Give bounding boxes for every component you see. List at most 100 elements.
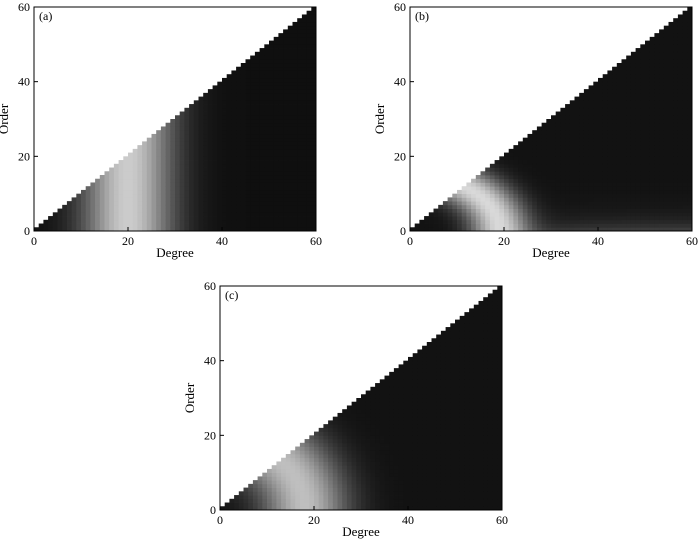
heatmap-cell — [301, 77, 307, 83]
heatmap-cell — [677, 92, 683, 97]
heatmap-cell — [231, 182, 237, 187]
heatmap-cell — [480, 189, 486, 195]
heatmap-cell — [222, 156, 228, 161]
heatmap-cell — [132, 216, 138, 221]
heatmap-cell — [318, 468, 324, 474]
heatmap-cell — [306, 145, 312, 150]
heatmap-cell — [301, 186, 307, 191]
heatmap-cell — [170, 122, 176, 127]
heatmap-cell — [297, 216, 303, 221]
heatmap-cell — [522, 197, 528, 202]
heatmap-cell — [546, 130, 552, 135]
heatmap-cell — [687, 219, 693, 224]
heatmap-cell — [677, 227, 683, 232]
heatmap-cell — [480, 219, 486, 224]
heatmap-cell — [184, 111, 190, 116]
heatmap-cell — [471, 223, 477, 228]
heatmap-cell — [408, 491, 414, 496]
heatmap-cell — [170, 133, 176, 139]
heatmap-cell — [450, 412, 456, 418]
heatmap-cell — [508, 216, 514, 221]
heatmap-cell — [217, 156, 223, 161]
heatmap-cell — [151, 160, 157, 165]
heatmap-cell — [356, 457, 362, 462]
heatmap-cell — [113, 201, 119, 206]
heatmap-cell — [66, 219, 72, 224]
heatmap-cell — [273, 193, 279, 198]
heatmap-cell — [574, 111, 580, 116]
heatmap-cell — [259, 167, 265, 172]
heatmap-cell — [245, 145, 251, 150]
heatmap-cell — [645, 152, 651, 157]
heatmap-cell — [583, 189, 589, 195]
heatmap-cell — [431, 483, 437, 488]
heatmap-cell — [323, 457, 329, 462]
heatmap-cell — [217, 92, 223, 97]
heatmap-cell — [254, 85, 260, 90]
heatmap-cell — [281, 461, 287, 466]
heatmap-cell — [375, 468, 381, 474]
heatmap-cell — [436, 394, 442, 399]
heatmap-cell — [132, 148, 138, 153]
heatmap-cell — [649, 111, 655, 116]
heatmap-cell — [607, 178, 613, 183]
heatmap-cell — [361, 495, 367, 500]
heatmap-cell — [71, 216, 77, 221]
heatmap-cell — [245, 204, 251, 209]
heatmap-cell — [630, 148, 636, 153]
heatmap-cell — [175, 219, 181, 224]
heatmap-cell — [518, 167, 524, 172]
heatmap-cell — [297, 227, 303, 232]
heatmap-cell — [276, 476, 282, 481]
heatmap-cell — [379, 476, 385, 481]
heatmap-cell — [123, 175, 129, 180]
heatmap-cell — [306, 186, 312, 191]
heatmap-cell — [90, 212, 96, 217]
heatmap-cell — [328, 465, 334, 470]
heatmap-cell — [128, 182, 134, 187]
heatmap-cell — [356, 427, 362, 432]
heatmap-cell — [403, 498, 409, 503]
heatmap-cell — [389, 465, 395, 470]
heatmap-cell — [445, 398, 451, 403]
heatmap-cell — [175, 130, 181, 135]
heatmap-cell — [687, 33, 693, 38]
heatmap-cell — [76, 208, 82, 213]
heatmap-cell — [254, 227, 260, 232]
heatmap-cell — [461, 193, 467, 198]
heatmap-cell — [226, 107, 232, 112]
heatmap-cell — [565, 130, 571, 135]
heatmap-cell — [579, 197, 585, 202]
heatmap-cell — [276, 465, 282, 470]
heatmap-cell — [612, 148, 618, 153]
heatmap-cell — [408, 375, 414, 380]
heatmap-cell — [337, 472, 343, 477]
heatmap-cell — [76, 212, 82, 217]
heatmap-cell — [323, 502, 329, 507]
heatmap-cell — [290, 457, 296, 462]
heatmap-cell — [170, 152, 176, 157]
heatmap-cell — [621, 152, 627, 157]
heatmap-cell — [365, 409, 371, 414]
heatmap-cell — [301, 204, 307, 209]
heatmap-cell — [649, 36, 655, 41]
heatmap-cell — [687, 48, 693, 53]
heatmap-cell — [170, 119, 176, 124]
heatmap-cell — [412, 424, 418, 429]
heatmap-cell — [626, 85, 632, 90]
heatmap-cell — [104, 197, 110, 202]
heatmap-cell — [175, 189, 181, 195]
heatmap-cell — [287, 59, 293, 64]
heatmap-cell — [104, 216, 110, 221]
heatmap-cell — [607, 171, 613, 176]
heatmap-cell — [370, 412, 376, 418]
heatmap-cell — [306, 18, 312, 23]
heatmap-cell — [311, 29, 317, 34]
heatmap-cell — [301, 81, 307, 86]
heatmap-cell — [85, 186, 91, 191]
heatmap-cell — [287, 81, 293, 86]
heatmap-cell — [645, 51, 651, 56]
heatmap-cell — [663, 163, 669, 168]
heatmap-cell — [193, 204, 199, 209]
heatmap-cell — [318, 435, 324, 440]
